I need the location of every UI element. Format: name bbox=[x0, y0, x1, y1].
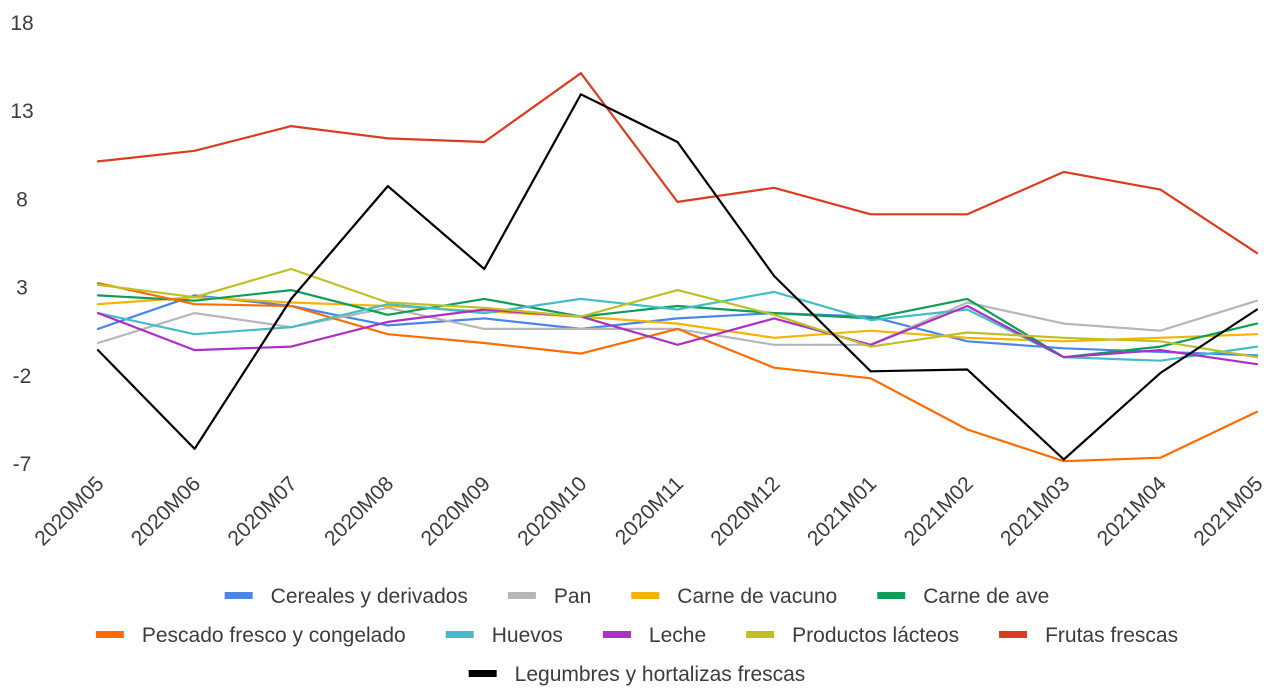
legend-label: Carne de ave bbox=[923, 585, 1049, 608]
legend-item: Pan bbox=[507, 585, 591, 608]
legend-swatch bbox=[877, 592, 906, 599]
legend-label: Pescado fresco y congelado bbox=[142, 624, 406, 647]
legend-item: Pescado fresco y congelado bbox=[95, 624, 406, 647]
legend-item: Cereales y derivados bbox=[224, 585, 468, 608]
legend-swatch bbox=[631, 592, 660, 599]
y-tick-label: -7 bbox=[13, 453, 32, 476]
plot-lines bbox=[96, 72, 1259, 463]
legend-item: Leche bbox=[602, 624, 706, 647]
legend-swatch bbox=[224, 592, 253, 599]
x-tick-label: 2021M03 bbox=[996, 472, 1074, 550]
legend-label: Leche bbox=[649, 624, 706, 647]
legend-label: Legumbres y hortalizas frescas bbox=[515, 663, 806, 686]
legend-swatch bbox=[746, 631, 775, 638]
y-axis: 18 13 8 3 -2 -7 bbox=[10, 12, 33, 476]
legend-label: Huevos bbox=[492, 624, 563, 647]
series-line bbox=[96, 304, 1259, 366]
x-tick-label: 2020M11 bbox=[611, 472, 688, 549]
x-axis: 2020M05 2020M06 2020M07 2020M08 2020M09 2020M… bbox=[30, 472, 1267, 550]
legend-label: Frutas frescas bbox=[1045, 624, 1178, 647]
x-tick-label: 2020M12 bbox=[706, 472, 784, 550]
legend-item: Carne de ave bbox=[877, 585, 1049, 608]
x-tick-label: 2021M05 bbox=[1189, 472, 1267, 550]
legend-item: Productos lácteos bbox=[746, 624, 959, 647]
y-tick-label: 3 bbox=[16, 277, 28, 300]
x-tick-label: 2020M05 bbox=[30, 472, 108, 550]
series-line bbox=[96, 93, 1259, 461]
legend-swatch bbox=[445, 631, 474, 638]
series-line bbox=[96, 267, 1259, 359]
legend-swatch bbox=[999, 631, 1028, 638]
legend-item: Carne de vacuno bbox=[631, 585, 837, 608]
legend-swatch bbox=[507, 592, 536, 599]
y-tick-label: 18 bbox=[10, 12, 33, 35]
x-tick-label: 2021M02 bbox=[900, 472, 978, 550]
x-tick-label: 2020M09 bbox=[417, 472, 495, 550]
x-tick-label: 2021M01 bbox=[803, 472, 881, 550]
series-line bbox=[96, 72, 1259, 255]
legend-item: Huevos bbox=[445, 624, 563, 647]
legend-label: Productos lácteos bbox=[792, 624, 959, 647]
legend-item: Frutas frescas bbox=[999, 624, 1178, 647]
legend-label: Carne de vacuno bbox=[677, 585, 837, 608]
series-line bbox=[96, 296, 1259, 343]
y-tick-label: -2 bbox=[13, 365, 32, 388]
legend-swatch bbox=[602, 631, 631, 638]
x-tick-label: 2020M10 bbox=[513, 472, 591, 550]
legend-swatch bbox=[95, 631, 124, 638]
x-tick-label: 2020M07 bbox=[224, 472, 302, 550]
series-line bbox=[96, 282, 1259, 463]
y-tick-label: 13 bbox=[10, 100, 33, 123]
x-tick-label: 2020M08 bbox=[320, 472, 398, 550]
x-tick-label: 2021M04 bbox=[1093, 472, 1171, 550]
legend-label: Pan bbox=[554, 585, 591, 608]
y-tick-label: 8 bbox=[16, 188, 28, 211]
legend-item: Legumbres y hortalizas frescas bbox=[468, 663, 806, 686]
legend-swatch bbox=[468, 670, 497, 677]
legend-label: Cereales y derivados bbox=[271, 585, 468, 608]
legend: Cereales y derivados Pan Carne de vacuno Ca… bbox=[95, 585, 1178, 686]
x-tick-label: 2020M06 bbox=[127, 472, 205, 550]
